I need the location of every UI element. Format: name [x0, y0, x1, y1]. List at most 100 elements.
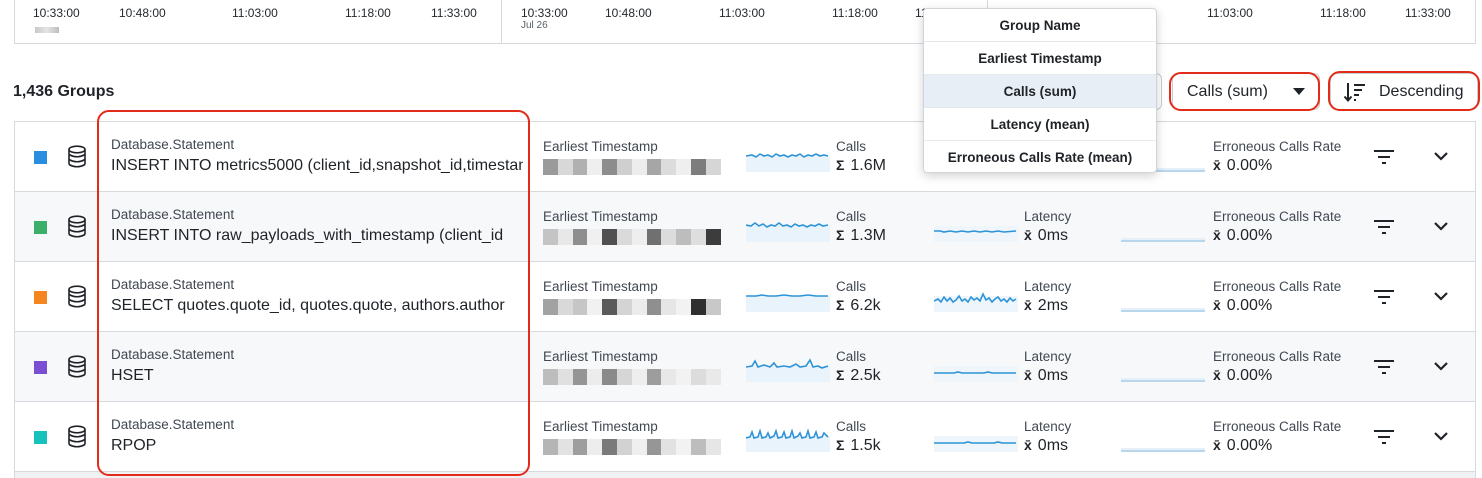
sort-field-label: Calls (sum) [1187, 82, 1268, 100]
redacted-timestamp [543, 369, 721, 385]
chevron-down-icon[interactable] [1433, 220, 1449, 232]
calls-value: Σ 2.5k [836, 367, 881, 384]
group-name: RPOP [111, 437, 157, 454]
error-rate-value: x̄ 0.00% [1213, 227, 1273, 244]
latency-value: x̄ 0ms [1024, 367, 1069, 384]
chevron-down-icon[interactable] [1433, 150, 1449, 162]
timeline-tick: 10:48:00 [605, 6, 652, 20]
filter-icon[interactable] [1373, 358, 1395, 376]
redacted-timestamp [543, 299, 721, 315]
latency-sparkline [934, 366, 1018, 382]
calls-label: Calls [836, 139, 867, 154]
groups-table: Database.Statement INSERT INTO metrics500… [14, 121, 1476, 478]
table-row[interactable]: Database.Statement INSERT INTO raw_payloa… [15, 192, 1475, 262]
database-icon [68, 145, 86, 168]
group-attribute-label: Database.Statement [111, 417, 235, 432]
timeline-tick: 11:33:00 [1405, 6, 1451, 20]
error-rate-label: Erroneous Calls Rate [1213, 349, 1342, 364]
database-icon [68, 425, 86, 448]
error-rate-value: x̄ 0.00% [1213, 437, 1273, 454]
sort-order-button[interactable]: Descending [1330, 73, 1478, 110]
error-rate-label: Erroneous Calls Rate [1213, 139, 1342, 154]
timeline-tick: 10:33:00 [33, 6, 80, 20]
dropdown-option-error-rate-mean[interactable]: Erroneous Calls Rate (mean) [947, 150, 1133, 165]
database-icon [68, 285, 86, 308]
error-rate-label: Erroneous Calls Rate [1213, 209, 1342, 224]
group-name: INSERT INTO raw_payloads_with_timestamp … [111, 227, 504, 244]
series-color-swatch [34, 431, 47, 444]
database-icon [68, 215, 86, 238]
redacted-timestamp [543, 229, 721, 245]
error-rate-value: x̄ 0.00% [1213, 367, 1273, 384]
timeline-tick: 11:03:00 [719, 6, 765, 20]
group-name: SELECT quotes.quote_id, quotes.quote, au… [111, 297, 505, 314]
error-rate-value: x̄ 0.00% [1213, 297, 1273, 314]
sort-field-select[interactable]: Calls (sum) [1172, 73, 1320, 110]
timestamp-label: Earliest Timestamp [543, 419, 658, 434]
calls-value: Σ 6.2k [836, 297, 881, 314]
series-color-swatch [34, 221, 47, 234]
calls-sparkline [746, 222, 830, 242]
latency-label: Latency [1024, 419, 1072, 434]
series-color-swatch [34, 151, 47, 164]
latency-sparkline [934, 292, 1018, 312]
latency-value: x̄ 0ms [1024, 437, 1069, 454]
timeline-tick: 11:18:00 [1320, 6, 1366, 20]
filter-icon[interactable] [1373, 288, 1395, 306]
error-rate-sparkline [1121, 238, 1205, 242]
sort-field-dropdown: Group Name Earliest Timestamp Calls (sum… [923, 8, 1157, 173]
dropdown-option-earliest-timestamp[interactable]: Earliest Timestamp [924, 42, 1156, 75]
filter-icon[interactable] [1373, 148, 1395, 166]
latency-value: x̄ 0ms [1024, 227, 1069, 244]
table-row[interactable]: Database.Statement HSET Earliest Timestamp… [15, 332, 1475, 402]
dropdown-option-calls-sum[interactable]: Calls (sum) [924, 75, 1156, 108]
error-rate-label: Erroneous Calls Rate [1213, 279, 1342, 294]
chevron-down-icon[interactable] [1433, 430, 1449, 442]
calls-value: Σ 1.5k [836, 437, 881, 454]
group-attribute-label: Database.Statement [111, 137, 235, 152]
caret-down-icon [1293, 88, 1305, 95]
group-name: INSERT INTO metrics5000 (client_id,snaps… [111, 157, 523, 174]
timeline-tick: 11:18:00 [832, 6, 878, 20]
timestamp-label: Earliest Timestamp [543, 279, 658, 294]
timeline-tick: 10:33:00 [521, 6, 568, 20]
timeline-date: Jul 26 [521, 20, 548, 31]
series-color-swatch [34, 291, 47, 304]
latency-label: Latency [1024, 279, 1072, 294]
timeline-tick: 11:18:00 [345, 6, 391, 20]
filter-icon[interactable] [1373, 428, 1395, 446]
timeline-tick: 11:03:00 [232, 6, 278, 20]
timestamp-label: Earliest Timestamp [543, 349, 658, 364]
error-rate-sparkline [1121, 448, 1205, 452]
group-name: HSET [111, 367, 154, 384]
latency-sparkline [934, 226, 1018, 242]
filter-icon[interactable] [1373, 218, 1395, 236]
table-row[interactable]: Database.Statement SELECT quotes.quote_id… [15, 262, 1475, 332]
database-icon [68, 355, 86, 378]
timestamp-label: Earliest Timestamp [543, 209, 658, 224]
chevron-down-icon[interactable] [1433, 290, 1449, 302]
redacted-timestamp [543, 159, 721, 175]
error-rate-sparkline [1121, 378, 1205, 382]
error-rate-value: x̄ 0.00% [1213, 157, 1273, 174]
sort-order-label: Descending [1379, 82, 1464, 100]
calls-sparkline [746, 294, 830, 312]
calls-value: Σ 1.3M [836, 227, 886, 244]
redacted-timestamp [543, 439, 721, 455]
table-row[interactable]: Database.Statement RPOP Earliest Timestamp… [15, 402, 1475, 472]
calls-label: Calls [836, 419, 867, 434]
chevron-down-icon[interactable] [1433, 360, 1449, 372]
next-row-peek [15, 472, 1475, 478]
calls-sparkline [746, 428, 830, 452]
table-row[interactable]: Database.Statement INSERT INTO metrics500… [15, 122, 1475, 192]
calls-label: Calls [836, 279, 867, 294]
redacted-text [35, 27, 59, 33]
dropdown-option-latency-mean[interactable]: Latency (mean) [924, 108, 1156, 141]
dropdown-option-group-name[interactable]: Group Name [924, 9, 1156, 42]
timeline-strip: 10:33:00 10:48:00 11:03:00 11:18:00 11:3… [14, 0, 1476, 44]
calls-label: Calls [836, 349, 867, 364]
latency-label: Latency [1024, 349, 1072, 364]
calls-sparkline [746, 153, 830, 172]
timeline-tick: 11:03:00 [1207, 6, 1253, 20]
calls-value: Σ 1.6M [836, 157, 886, 174]
